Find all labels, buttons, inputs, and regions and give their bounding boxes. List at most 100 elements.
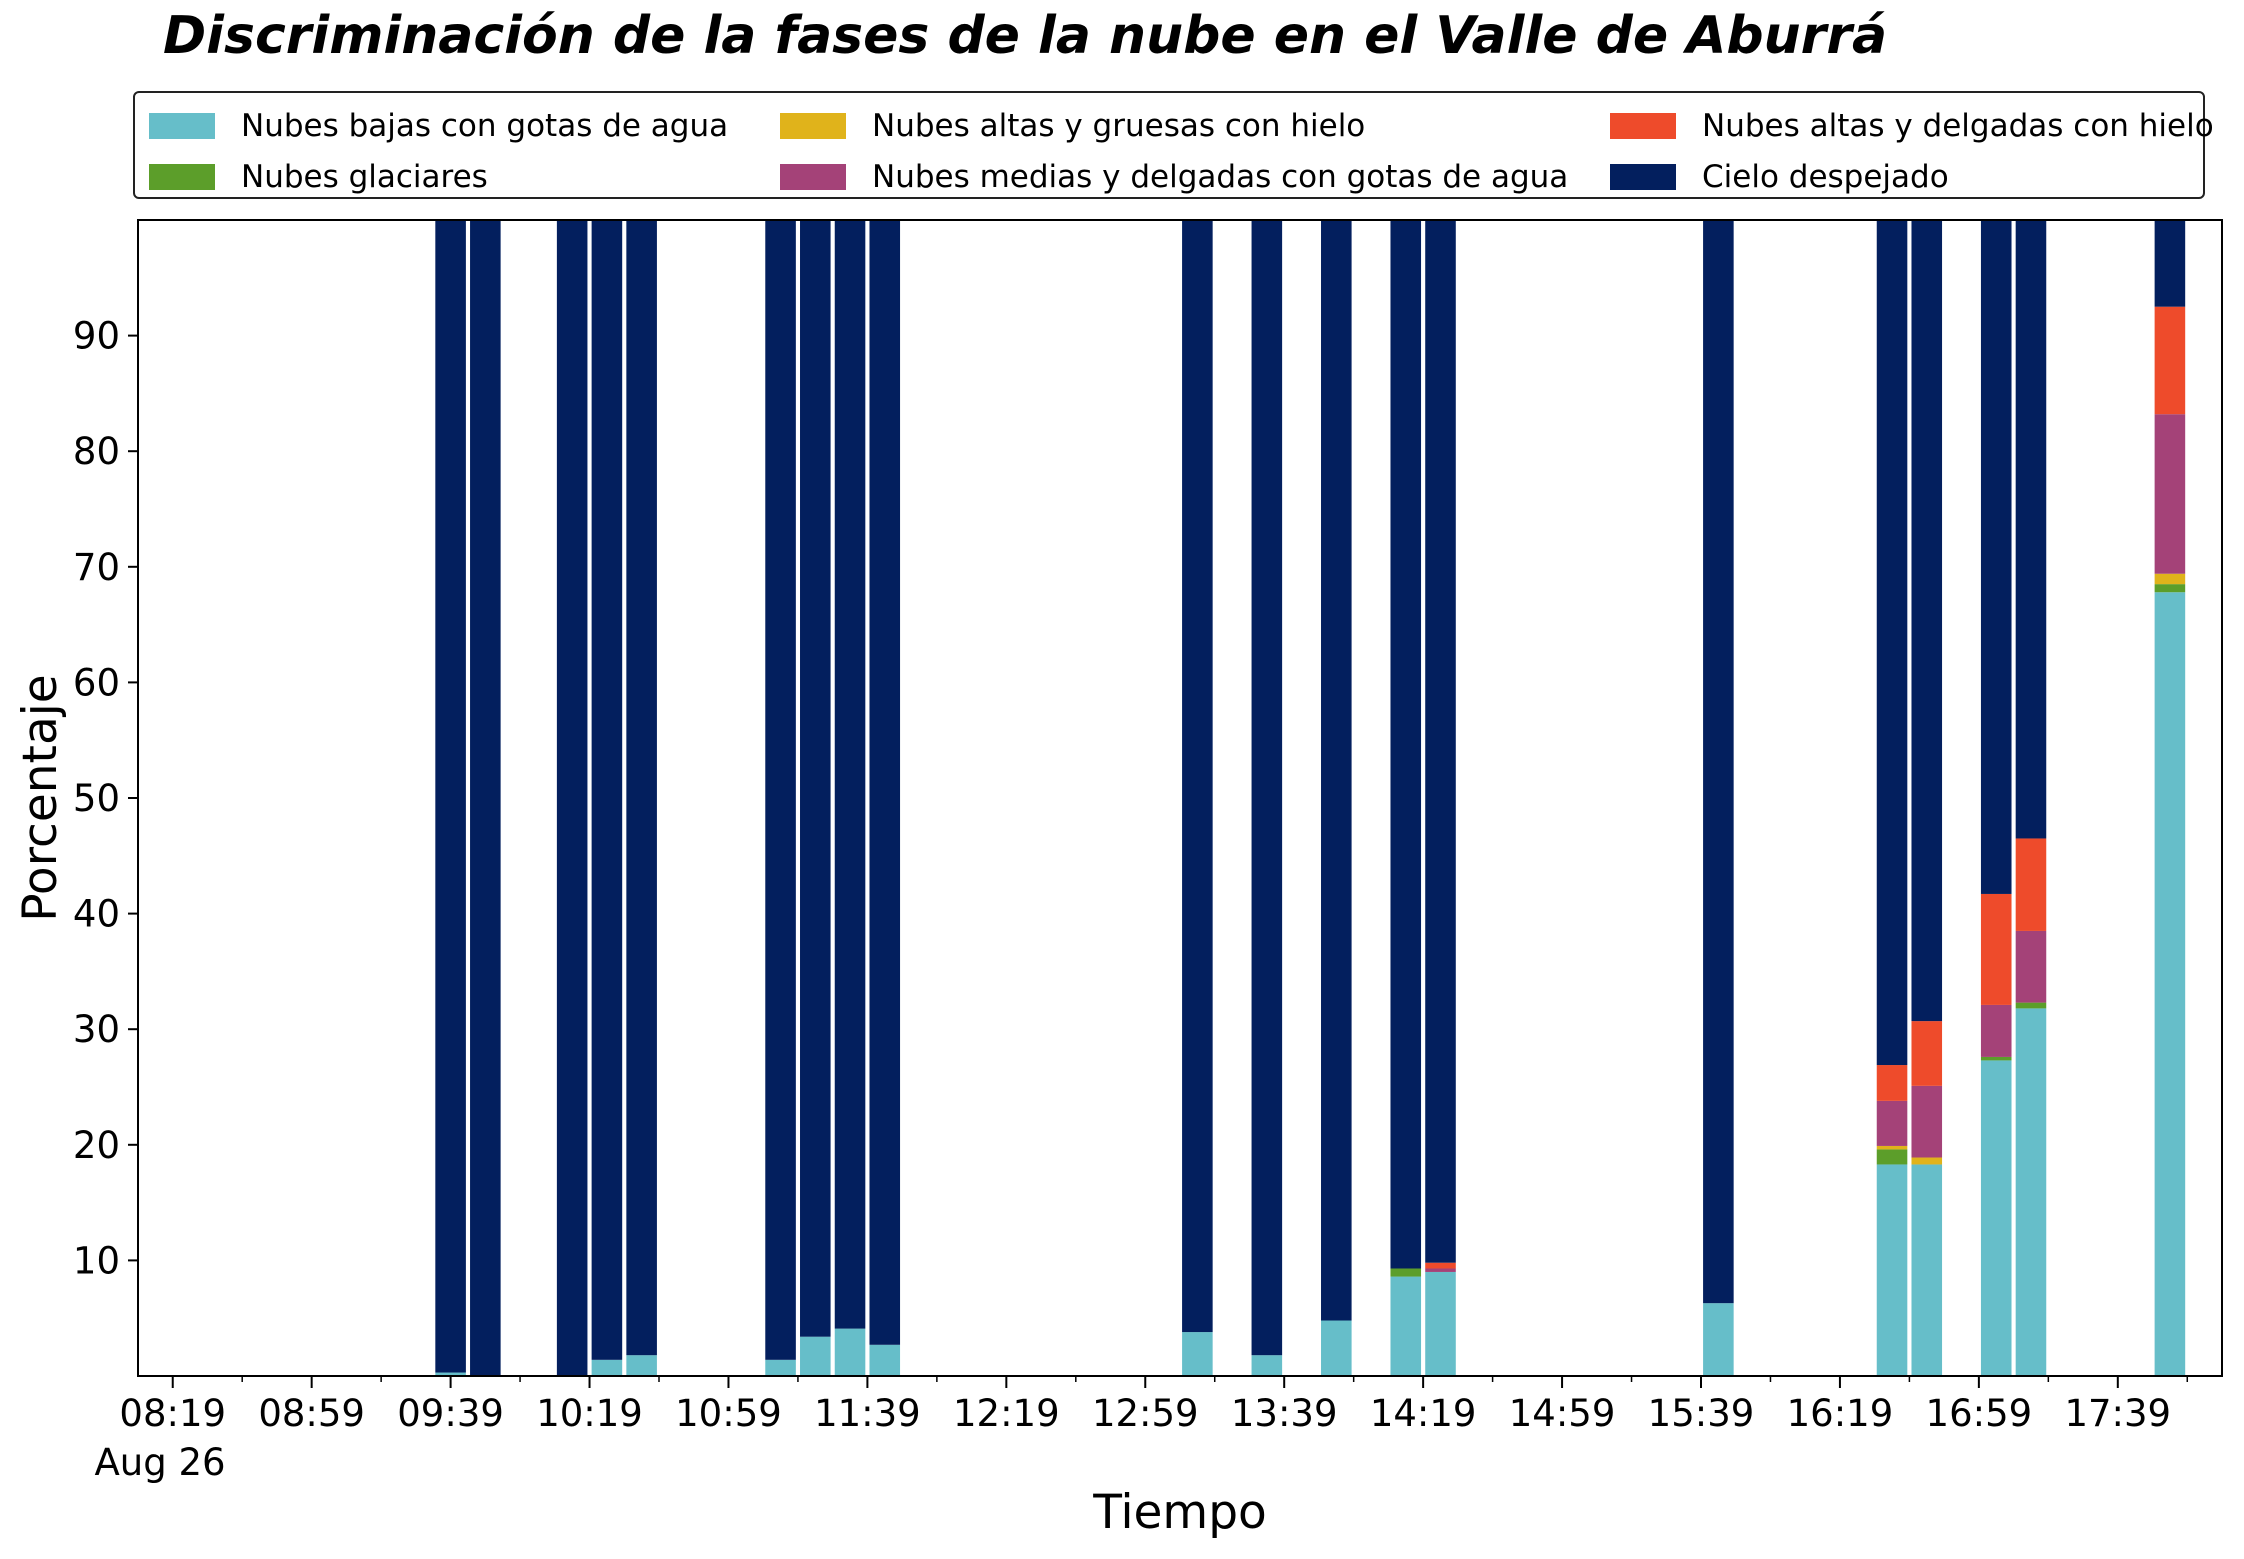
bar-segment	[765, 220, 796, 1360]
x-tick-label: 12:59	[1092, 1392, 1199, 1435]
bar-segment	[1390, 220, 1422, 1269]
legend-swatch	[1610, 113, 1676, 139]
bar-stack	[435, 220, 466, 1376]
legend-swatch	[149, 113, 215, 139]
bar-segment	[591, 220, 623, 1360]
legend-label: Nubes altas y delgadas con hielo	[1702, 108, 2214, 144]
legend-label: Nubes glaciares	[241, 159, 488, 195]
x-tick-label: 11:39	[814, 1392, 921, 1435]
bar-segment	[1251, 1355, 1283, 1376]
x-axis: 08:19 08:59 09:39 10:19 10:59 11:39 12:19 12:59…	[119, 1376, 2189, 1435]
bar-stack	[626, 220, 657, 1376]
bar-segment	[800, 220, 831, 1337]
bar-segment	[626, 220, 657, 1356]
bar-segment	[1703, 1303, 1734, 1376]
bar-segment	[1876, 1100, 1908, 1146]
y-tick-label: 10	[73, 1239, 120, 1282]
bar-stack	[591, 220, 623, 1376]
bar-stack	[800, 220, 831, 1376]
bar-segment	[1911, 220, 1943, 1022]
bar-segment	[626, 1355, 657, 1376]
legend-item-cielo-despejado: Cielo despejado	[1610, 157, 1949, 197]
x-tick-label: 14:59	[1509, 1392, 1616, 1435]
legend-label: Nubes bajas con gotas de agua	[241, 108, 729, 144]
bar-stack	[2154, 220, 2186, 1376]
legend-swatch	[780, 113, 846, 139]
bar-stack	[1876, 220, 1908, 1376]
bar-segment	[1876, 220, 1908, 1066]
y-axis-label: Porcentaje	[13, 674, 68, 921]
bar-stack	[869, 220, 901, 1376]
legend-swatch	[780, 164, 846, 190]
y-tick-label: 80	[73, 430, 120, 473]
bar-segment	[2154, 584, 2186, 593]
x-tick-label: 08:19	[119, 1392, 226, 1435]
x-tick-label: 10:59	[675, 1392, 782, 1435]
bar-segment	[1390, 1268, 1422, 1277]
bar-segment	[2154, 573, 2186, 585]
bar-segment	[556, 220, 588, 1376]
bar-segment	[869, 1344, 901, 1376]
bar-segment	[765, 1359, 796, 1376]
y-axis: 10 20 30 40 50 60 70 80 90	[73, 315, 138, 1282]
x-tick-label: 12:19	[953, 1392, 1060, 1435]
legend-item-nubes-bajas: Nubes bajas con gotas de agua	[149, 106, 728, 146]
bar-stack	[556, 220, 588, 1376]
y-tick-label: 40	[73, 893, 120, 936]
bar-segment	[1980, 1004, 2012, 1057]
bar-stack	[765, 220, 796, 1376]
y-tick-label: 30	[73, 1008, 120, 1051]
bar-segment	[869, 220, 901, 1345]
bar-segment	[1425, 1271, 1456, 1376]
x-tick-label: 16:59	[1926, 1392, 2033, 1435]
bar-segment	[435, 1372, 466, 1376]
x-tick-label: 13:39	[1231, 1392, 1338, 1435]
x-date-label: Aug 26	[94, 1441, 225, 1484]
bar-segment	[1980, 1056, 2012, 1061]
legend-swatch	[1610, 164, 1676, 190]
bar-segment	[2154, 220, 2186, 307]
bar-segment	[1911, 1164, 1943, 1376]
bar-segment	[1911, 1157, 1943, 1165]
legend-item-nubes-altas-gruesas: Nubes altas y gruesas con hielo	[780, 106, 1365, 146]
bar-segment	[1980, 1060, 2012, 1376]
legend-label: Nubes altas y gruesas con hielo	[872, 108, 1366, 144]
bar-segment	[2015, 930, 2047, 1003]
bar-segment	[1321, 1320, 1352, 1376]
chart-title: Discriminación de la fases de la nube en…	[163, 6, 1888, 66]
bar-stack	[1911, 220, 1943, 1376]
bar-segment	[2154, 592, 2186, 1376]
bar-segment	[435, 220, 466, 1373]
bar-stack	[2015, 220, 2047, 1376]
bar-segment	[1182, 220, 1213, 1333]
bar-segment	[1251, 220, 1283, 1356]
x-tick-label: 08:59	[258, 1392, 365, 1435]
x-tick-label: 14:19	[1370, 1392, 1477, 1435]
x-tick-label: 17:39	[2064, 1392, 2171, 1435]
y-tick-label: 70	[73, 546, 120, 589]
legend-label: Cielo despejado	[1702, 159, 1949, 195]
bar-segment	[1425, 1262, 1456, 1269]
bar-stack	[1980, 220, 2012, 1376]
legend-item-nubes-glaciares: Nubes glaciares	[149, 157, 488, 197]
legend-item-nubes-medias: Nubes medias y delgadas con gotas de agu…	[780, 157, 1568, 197]
y-tick-label: 20	[73, 1124, 120, 1167]
bar-segment	[1321, 220, 1352, 1321]
y-tick-label: 90	[73, 315, 120, 358]
bar-segment	[2015, 1002, 2047, 1009]
bar-segment	[1425, 1268, 1456, 1272]
bar-segment	[470, 220, 501, 1376]
bar-segment	[1876, 1149, 1908, 1165]
bar-segment	[1876, 1065, 1908, 1101]
x-tick-label: 15:39	[1648, 1392, 1755, 1435]
bar-segment	[2015, 838, 2047, 931]
bar-segment	[1876, 1164, 1908, 1376]
bar-segment	[1703, 220, 1734, 1304]
bar-stack	[1425, 220, 1456, 1376]
bar-stack	[1703, 220, 1734, 1376]
bar-segment	[800, 1336, 831, 1376]
bar-segment	[834, 220, 866, 1329]
legend: Nubes bajas con gotas de agua Nubes glac…	[133, 91, 2214, 199]
legend-item-nubes-altas-delgadas: Nubes altas y delgadas con hielo	[1610, 106, 2214, 146]
